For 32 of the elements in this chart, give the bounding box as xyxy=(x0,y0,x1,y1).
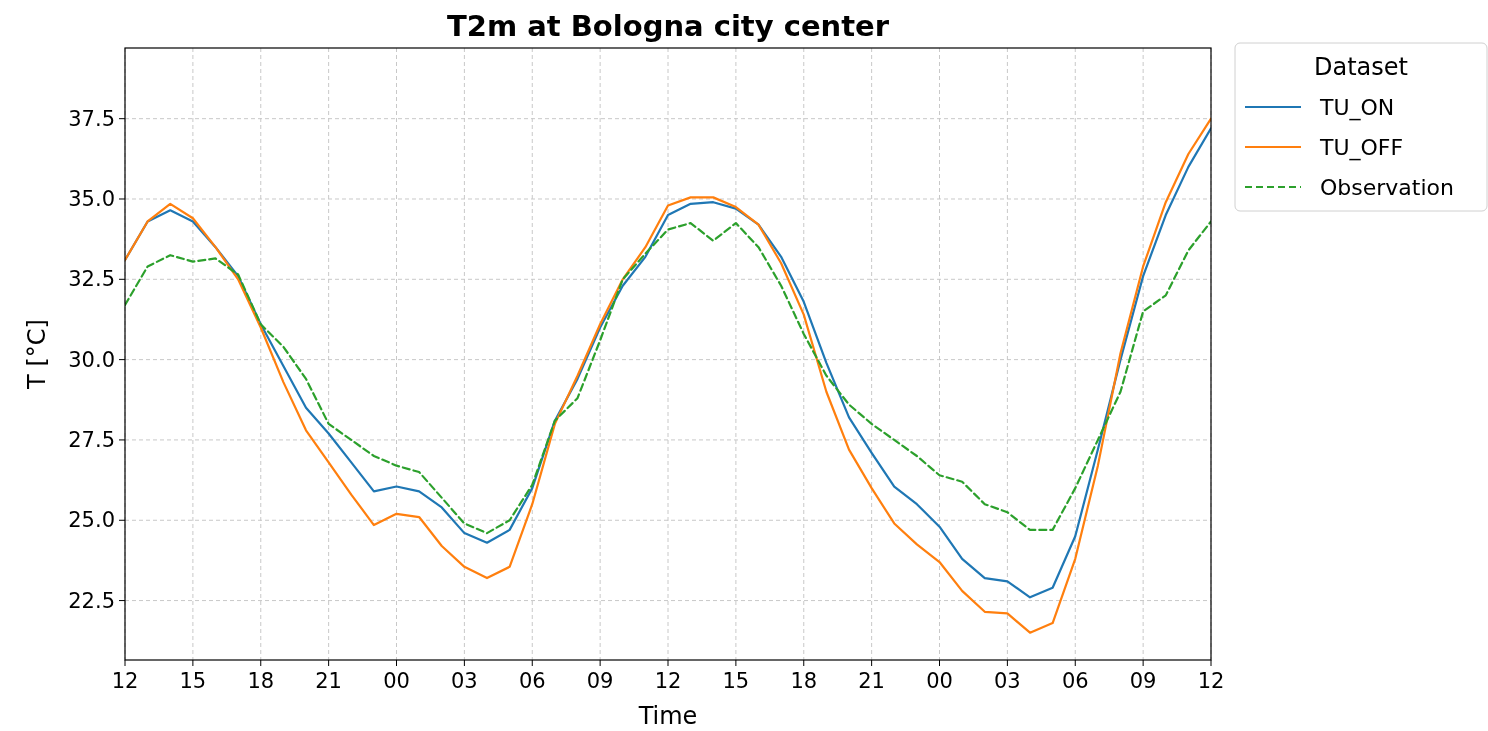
x-tick-label: 06 xyxy=(1061,669,1089,693)
x-tick-label: 12 xyxy=(1197,669,1225,693)
y-tick-label: 35.0 xyxy=(68,186,115,211)
x-tick-label: 12 xyxy=(654,669,682,693)
y-tick-label: 22.5 xyxy=(68,588,115,613)
x-tick-label: 09 xyxy=(586,669,614,693)
line-series xyxy=(125,220,1211,535)
y-tick-label: 25.0 xyxy=(68,508,115,533)
y-tick-label: 32.5 xyxy=(68,267,115,292)
y-tick-label: 37.5 xyxy=(68,106,115,131)
x-axis-title: Time xyxy=(637,702,698,730)
y-axis-title: T [°C] xyxy=(23,319,51,390)
x-tick-label: 12 xyxy=(111,669,139,693)
x-tick-label: 15 xyxy=(722,669,750,693)
x-tick-label: 00 xyxy=(383,669,410,693)
legend-label: Observation xyxy=(1320,175,1454,200)
legend-label: TU_OFF xyxy=(1319,135,1404,161)
legend-title: Dataset xyxy=(1314,53,1408,81)
chart-title: T2m at Bologna city center xyxy=(446,9,890,43)
y-tick-label: 30.0 xyxy=(68,347,115,372)
x-tick-label: 09 xyxy=(1129,669,1157,693)
x-tick-label: 15 xyxy=(179,669,207,693)
x-tick-label: 00 xyxy=(926,669,953,693)
x-tick-label: 21 xyxy=(315,669,342,693)
x-tick-label: 06 xyxy=(518,669,546,693)
x-tick-label: 18 xyxy=(247,669,275,693)
x-tick-label: 18 xyxy=(790,669,818,693)
x-tick-label: 21 xyxy=(858,669,885,693)
legend-label: TU_ON xyxy=(1319,95,1395,121)
y-tick-label: 27.5 xyxy=(68,427,115,452)
x-tick-label: 03 xyxy=(994,669,1021,693)
x-tick-label: 03 xyxy=(451,669,478,693)
